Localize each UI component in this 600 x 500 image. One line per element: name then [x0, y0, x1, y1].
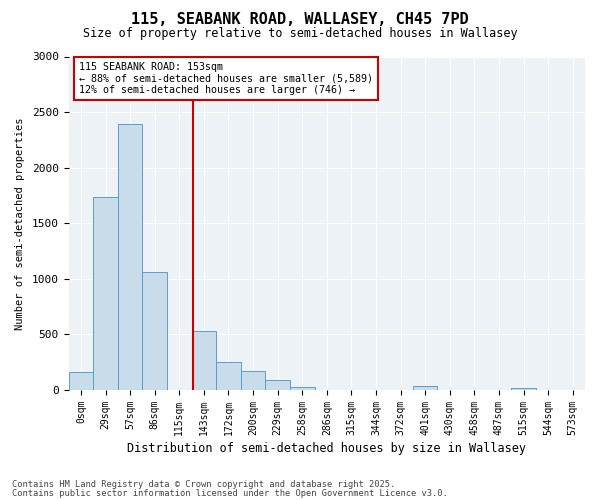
Bar	[93, 196, 118, 390]
Bar	[68, 372, 93, 390]
Bar	[265, 380, 290, 390]
Text: Size of property relative to semi-detached houses in Wallasey: Size of property relative to semi-detach…	[83, 28, 517, 40]
Bar	[118, 124, 142, 390]
Text: Contains HM Land Registry data © Crown copyright and database right 2025.: Contains HM Land Registry data © Crown c…	[12, 480, 395, 489]
X-axis label: Distribution of semi-detached houses by size in Wallasey: Distribution of semi-detached houses by …	[127, 442, 526, 455]
Text: 115, SEABANK ROAD, WALLASEY, CH45 7PD: 115, SEABANK ROAD, WALLASEY, CH45 7PD	[131, 12, 469, 28]
Bar	[413, 386, 437, 390]
Text: Contains public sector information licensed under the Open Government Licence v3: Contains public sector information licen…	[12, 488, 448, 498]
Bar	[142, 272, 167, 390]
Bar	[511, 388, 536, 390]
Text: 115 SEABANK ROAD: 153sqm
← 88% of semi-detached houses are smaller (5,589)
12% o: 115 SEABANK ROAD: 153sqm ← 88% of semi-d…	[79, 62, 373, 94]
Bar	[216, 362, 241, 390]
Bar	[290, 386, 314, 390]
Y-axis label: Number of semi-detached properties: Number of semi-detached properties	[15, 117, 25, 330]
Bar	[191, 331, 216, 390]
Bar	[241, 370, 265, 390]
